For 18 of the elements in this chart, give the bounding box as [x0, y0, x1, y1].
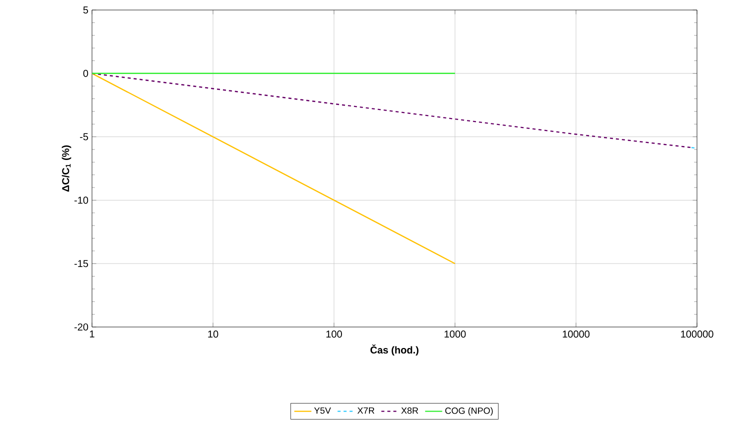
x-tick-label: 10000 [562, 330, 590, 338]
y-axis-title: ΔC/C$_{1}$ (%) [62, 145, 72, 192]
x-axis-title: Čas (hod.) [370, 344, 418, 356]
x-tick-label: 1000 [444, 330, 466, 338]
legend-label: Y5V [314, 407, 331, 414]
x-tick-label: 100000 [681, 330, 714, 338]
legend-label: COG (NPO) [445, 407, 493, 416]
y-tick-label: -15 [74, 260, 88, 268]
legend-label: X8R [401, 407, 418, 414]
y-tick-label: 0 [83, 70, 88, 77]
x-tick-label: 1 [90, 330, 94, 338]
x-tick-label: 10 [208, 330, 218, 338]
y-tick-label: -20 [74, 323, 88, 331]
y-tick-label: -5 [80, 133, 88, 140]
legend-label: X7R [357, 407, 374, 414]
y-tick-label: 5 [83, 6, 88, 14]
y-tick-label: -10 [74, 196, 88, 204]
x-tick-label: 100 [326, 330, 342, 338]
